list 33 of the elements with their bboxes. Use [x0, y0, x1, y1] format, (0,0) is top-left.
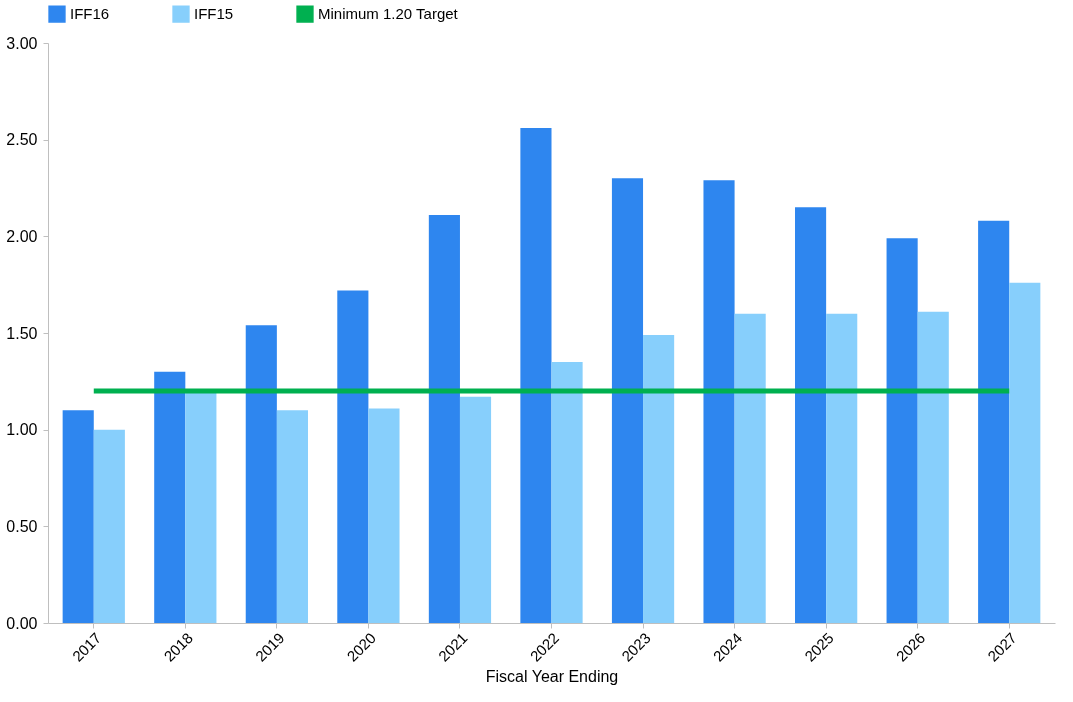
x-axis-title: Fiscal Year Ending — [485, 667, 619, 685]
y-tick-label: 2.00 — [6, 227, 38, 245]
bar — [337, 290, 369, 623]
bar — [917, 311, 949, 623]
y-tick-label: 1.50 — [6, 324, 38, 342]
bar — [703, 180, 735, 623]
bar — [1009, 282, 1041, 623]
bar — [611, 178, 644, 623]
y-tick-label: 3.00 — [6, 34, 38, 52]
bar — [276, 410, 308, 623]
bar — [551, 362, 583, 623]
bar — [795, 207, 827, 623]
bar — [62, 410, 94, 623]
bar — [245, 325, 277, 623]
legend-label: IFF16 — [70, 5, 110, 23]
bar — [734, 313, 766, 623]
bar — [154, 371, 186, 623]
bar — [368, 408, 400, 623]
legend-label: Minimum 1.20 Target — [318, 5, 459, 23]
bar — [826, 313, 858, 623]
bar — [459, 396, 492, 623]
y-tick-label: 0.50 — [6, 517, 38, 535]
bar — [643, 334, 675, 623]
bar — [978, 220, 1010, 623]
y-tick-label: 1.00 — [6, 421, 38, 439]
bar — [520, 128, 552, 623]
bar — [886, 238, 918, 623]
legend-label: IFF15 — [194, 5, 234, 23]
bar — [185, 391, 217, 623]
bar — [93, 429, 125, 623]
bar — [428, 215, 460, 623]
y-tick-label: 0.00 — [6, 614, 38, 632]
y-tick-label: 2.50 — [6, 131, 38, 149]
